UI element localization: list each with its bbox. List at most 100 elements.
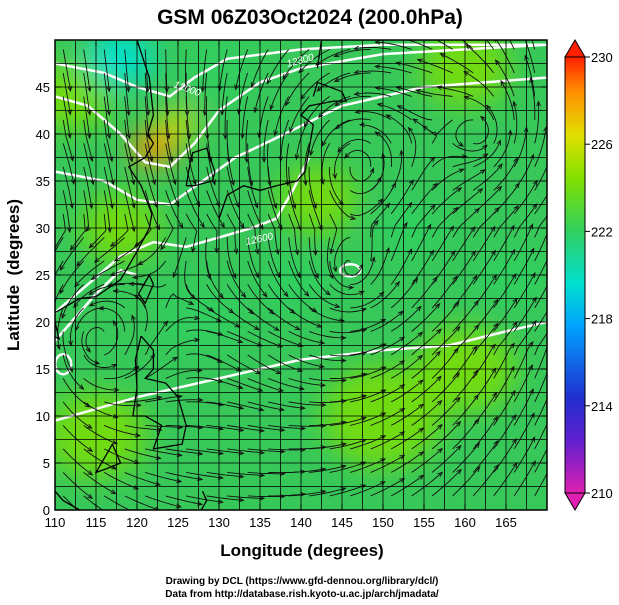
streamline-arrow xyxy=(311,307,318,313)
streamline-arrow xyxy=(110,489,117,495)
streamline-arrow xyxy=(217,426,225,431)
streamline xyxy=(137,237,167,266)
streamline-arrow xyxy=(112,414,119,419)
streamline xyxy=(321,119,351,147)
streamline xyxy=(396,62,433,74)
streamline xyxy=(534,346,547,379)
streamline xyxy=(329,166,344,205)
streamline-arrow xyxy=(197,451,204,456)
x-tick-label: 140 xyxy=(290,515,312,530)
streamline xyxy=(493,366,515,403)
streamline-arrow xyxy=(137,260,144,266)
streamline-arrow xyxy=(132,274,139,280)
streamline-arrow xyxy=(206,273,211,280)
streamline xyxy=(431,326,461,356)
streamline xyxy=(247,471,285,475)
streamline xyxy=(186,329,223,336)
streamline-arrow xyxy=(465,43,472,50)
streamline xyxy=(62,331,73,372)
y-tick-label: 45 xyxy=(36,80,50,95)
streamline-arrow xyxy=(217,401,225,407)
streamline xyxy=(486,40,495,50)
streamline-arrow xyxy=(463,95,470,101)
streamline-arrow xyxy=(511,438,517,444)
streamline-arrow xyxy=(463,70,470,76)
streamline-arrow xyxy=(416,58,423,64)
streamline xyxy=(431,155,467,168)
colorbar-tick-label: 210 xyxy=(591,486,613,501)
streamline-arrow xyxy=(108,156,114,163)
streamline-arrow xyxy=(550,272,554,277)
streamline xyxy=(390,179,414,215)
streamline-arrow xyxy=(279,427,286,433)
streamline xyxy=(172,237,187,278)
streamline-arrow xyxy=(200,86,206,93)
streamline-arrow xyxy=(233,248,239,255)
streamline-arrow xyxy=(86,86,92,93)
streamline xyxy=(288,260,310,297)
streamline-arrow xyxy=(253,107,259,114)
streamline xyxy=(310,119,331,156)
streamline-arrow xyxy=(273,326,280,331)
streamline-arrow xyxy=(334,101,341,107)
streamline-arrow xyxy=(294,325,301,331)
streamline xyxy=(185,284,214,312)
streamline xyxy=(493,273,517,309)
streamline-arrow xyxy=(87,446,94,452)
x-tick-label: 145 xyxy=(331,515,353,530)
streamline-arrow xyxy=(496,185,503,192)
streamline xyxy=(124,190,135,232)
streamline xyxy=(266,49,290,84)
streamline-arrow xyxy=(523,33,527,38)
streamline xyxy=(165,96,170,139)
coastline xyxy=(137,274,155,305)
streamline xyxy=(124,166,135,208)
streamline-arrow xyxy=(289,127,294,134)
streamline xyxy=(59,260,85,294)
streamline xyxy=(113,290,146,309)
streamline xyxy=(70,213,86,251)
streamline xyxy=(334,236,351,272)
streamline xyxy=(124,424,162,431)
streamline xyxy=(329,395,367,403)
streamline-arrow xyxy=(550,460,554,465)
streamline-arrow xyxy=(479,169,486,175)
streamline-arrow xyxy=(135,403,142,408)
streamline xyxy=(81,331,100,365)
streamline xyxy=(329,284,364,296)
streamline-arrow xyxy=(496,139,501,146)
grid-lines xyxy=(55,40,547,510)
streamline xyxy=(89,300,125,309)
streamline-arrow xyxy=(491,249,496,256)
streamline xyxy=(288,468,326,473)
streamline xyxy=(472,226,496,262)
colorbar-body xyxy=(564,56,586,494)
streamline-arrow xyxy=(259,495,266,501)
streamline xyxy=(329,351,367,357)
field-feature xyxy=(131,130,176,166)
streamline-arrow xyxy=(145,110,151,117)
x-tick-label: 115 xyxy=(86,515,107,530)
streamline-arrow xyxy=(309,150,314,157)
streamline-arrow xyxy=(348,285,355,290)
coastline xyxy=(200,490,208,510)
streamline xyxy=(411,471,443,497)
streamline xyxy=(308,166,317,209)
streamline-arrow xyxy=(217,450,225,456)
streamline xyxy=(75,307,105,331)
streamline xyxy=(530,77,536,120)
streamline xyxy=(218,49,228,91)
streamline-arrow xyxy=(303,121,309,128)
streamline xyxy=(370,360,405,379)
streamline xyxy=(83,166,93,209)
streamline xyxy=(185,49,187,92)
streamline-arrow xyxy=(399,384,406,390)
streamline-arrow xyxy=(222,133,228,140)
streamline xyxy=(103,495,131,510)
streamline xyxy=(160,213,174,250)
streamline xyxy=(509,40,515,50)
streamline-arrow xyxy=(455,396,461,403)
streamline-arrow xyxy=(204,133,210,140)
streamline xyxy=(370,454,405,473)
streamline xyxy=(206,213,218,253)
